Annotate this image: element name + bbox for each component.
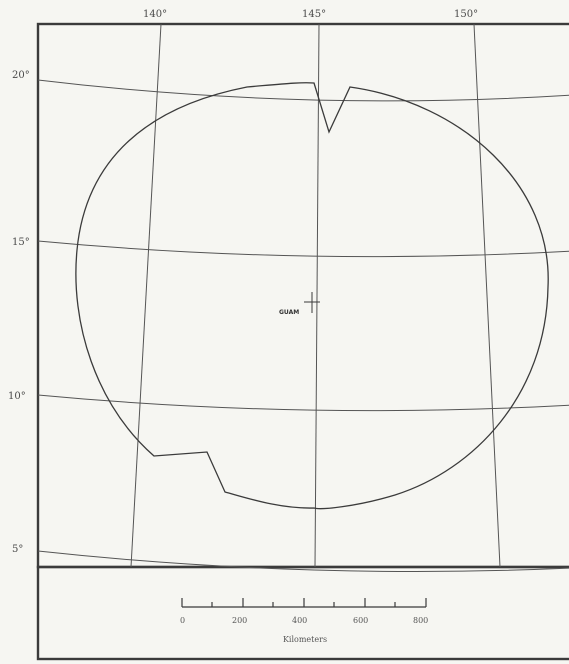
parallel-15 <box>37 240 569 258</box>
guam-label: GUAM <box>279 309 299 316</box>
meridian-145 <box>314 23 320 568</box>
scale-tick-label-600: 600 <box>353 616 368 625</box>
parallel-10 <box>37 394 569 412</box>
longitude-label-150: 150° <box>454 9 478 20</box>
latitude-label-5: 5° <box>12 544 23 555</box>
latitude-grid <box>37 79 569 573</box>
scale-panel-frame <box>36 565 569 661</box>
scale-tick-label-400: 400 <box>292 616 307 625</box>
crosshair-icon <box>304 292 320 313</box>
longitude-grid <box>130 23 501 568</box>
latitude-label-15: 15° <box>12 237 30 248</box>
scale-tick-label-0: 0 <box>180 616 185 625</box>
map-frame <box>36 22 569 569</box>
coverage-boundary <box>75 82 549 510</box>
parallel-20 <box>37 79 569 102</box>
scale-unit-label: Kilometers <box>283 635 327 644</box>
parallel-5 <box>37 550 569 573</box>
longitude-label-140: 140° <box>143 9 167 20</box>
scale-tick-label-200: 200 <box>232 616 247 625</box>
longitude-label-145: 145° <box>302 9 326 20</box>
scale-bar <box>181 598 427 608</box>
meridian-140 <box>130 23 162 568</box>
meridian-150 <box>473 23 501 568</box>
guam-marker <box>304 292 320 313</box>
scale-tick-label-800: 800 <box>413 616 428 625</box>
latitude-label-20: 20° <box>12 70 30 81</box>
latitude-label-10: 10° <box>8 391 26 402</box>
